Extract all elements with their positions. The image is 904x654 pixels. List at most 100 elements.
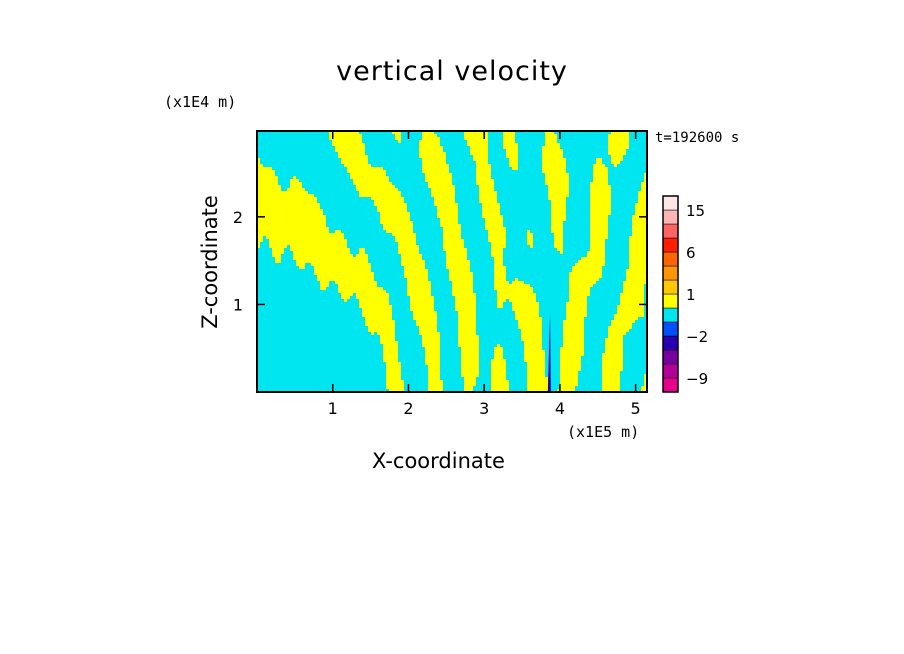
field-cell [257, 191, 308, 194]
field-cell [611, 161, 620, 164]
field-cell [380, 335, 395, 338]
field-cell [602, 362, 623, 365]
field-cell [458, 314, 476, 317]
field-cell [632, 218, 647, 221]
colorbar-swatch [662, 363, 679, 379]
field-cell [257, 212, 323, 215]
field-cell [608, 152, 626, 155]
field-cell [338, 287, 383, 290]
colorbar-swatch [662, 321, 679, 337]
field-cell [602, 386, 620, 389]
field-cell [458, 311, 476, 314]
field-cell [590, 203, 611, 206]
field-cell [560, 383, 578, 386]
field-cell [491, 368, 506, 371]
field-cell [542, 152, 563, 155]
field-cell [458, 338, 479, 341]
field-cell [521, 338, 542, 341]
field-cell [470, 146, 488, 149]
field-cell [590, 248, 605, 251]
field-cell [446, 263, 470, 266]
field-cell [443, 242, 464, 245]
field-cell [401, 257, 422, 260]
field-cell [368, 326, 395, 329]
field-cell [551, 209, 566, 212]
field-cell [290, 248, 350, 251]
field-cell [425, 350, 440, 353]
field-cell [503, 140, 515, 143]
field-cell [503, 131, 515, 134]
field-cell [425, 347, 440, 350]
field-cell [644, 173, 647, 176]
field-cell [602, 359, 623, 362]
field-cell [428, 386, 443, 389]
field-cell [527, 368, 545, 371]
field-cell [386, 383, 404, 386]
field-cell [503, 134, 515, 137]
field-cell [458, 329, 476, 332]
colorbar-swatch [662, 223, 679, 239]
field-cell [428, 365, 440, 368]
field-cell [635, 212, 647, 215]
field-cell [596, 158, 602, 161]
field-cell [320, 287, 326, 290]
field-cell [464, 386, 473, 389]
colorbar-swatch [662, 349, 679, 365]
field-cell [377, 206, 407, 209]
field-cell [296, 263, 305, 266]
field-cell [365, 317, 392, 320]
field-cell [335, 149, 365, 152]
field-cell [542, 167, 566, 170]
field-cell [461, 368, 479, 371]
field-cell [527, 377, 548, 380]
field-cell [602, 374, 620, 377]
field-cell [611, 155, 623, 158]
field-cell [605, 344, 623, 347]
field-cell [614, 317, 638, 320]
field-cell [491, 365, 506, 368]
field-cell [347, 167, 383, 170]
field-cell [605, 338, 623, 341]
field-cell [476, 176, 491, 179]
field-cell [557, 248, 563, 251]
field-cell [497, 293, 536, 296]
field-cell [638, 194, 647, 197]
field-cell [353, 179, 389, 182]
field-cell [389, 389, 404, 392]
field-cell [359, 305, 392, 308]
field-cell [386, 230, 413, 233]
field-cell [479, 194, 497, 197]
field-cell [452, 281, 473, 284]
field-cell [359, 191, 401, 194]
field-cell [425, 179, 452, 182]
field-cell [428, 389, 443, 392]
field-cell [293, 251, 350, 254]
field-cell [527, 239, 533, 242]
field-cell [488, 230, 506, 233]
field-cell [572, 266, 602, 269]
field-cell [464, 380, 476, 383]
field-cell [257, 239, 263, 242]
field-cell [446, 257, 467, 260]
field-cell [257, 194, 314, 197]
field-cell [590, 197, 611, 200]
velocity-field [257, 131, 647, 392]
field-cell [476, 164, 491, 167]
field-cell [431, 194, 455, 197]
field-cell [407, 290, 431, 293]
field-cell [563, 329, 584, 332]
field-cell [398, 251, 419, 254]
field-cell [527, 233, 533, 236]
field-cell [488, 236, 506, 239]
field-cell [548, 194, 569, 197]
field-cell [590, 233, 608, 236]
field-cell [422, 341, 440, 344]
field-cell [428, 380, 443, 383]
field-cell [332, 140, 362, 143]
field-cell [641, 185, 647, 188]
field-cell [542, 149, 563, 152]
field-cell [515, 278, 518, 281]
field-cell [638, 197, 647, 200]
field-cell [569, 272, 602, 275]
